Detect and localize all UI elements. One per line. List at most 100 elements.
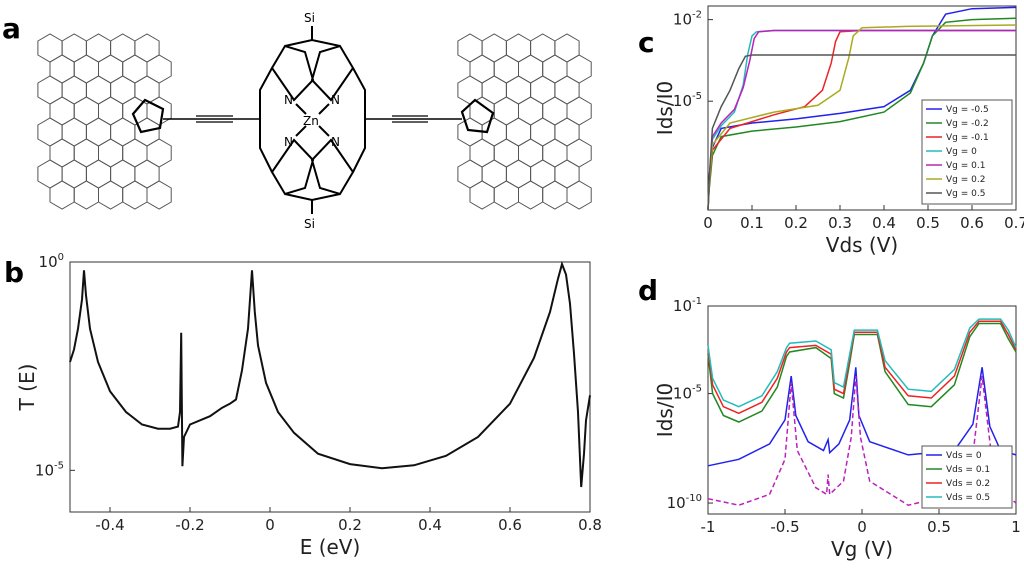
graphene-hexagon-14 (554, 75, 580, 105)
graphene-hexagon-32 (85, 159, 112, 189)
x-tick-label: 0.8 (578, 516, 602, 534)
atom-n-4: N (331, 135, 340, 149)
graphene-hexagon-19 (566, 96, 592, 126)
graphene-hexagon-4 (134, 33, 160, 63)
molecule-diagram: Si Si N N N N Zn (37, 11, 592, 231)
graphene-hexagon-24 (134, 117, 160, 147)
atom-n-1: N (284, 93, 293, 107)
chart-panel-d: -1 -0.5 0 0.5 1 10-1 10-5 10-10 Vg (V) Ids/I0 Vds … (653, 296, 1021, 561)
graphene-hexagon-17 (98, 96, 124, 126)
graphene-hexagon-16 (493, 96, 519, 126)
graphene-hexagon-36 (73, 180, 99, 210)
chart-panel-c: 0 0.1 0.2 0.3 0.4 0.5 0.6 0.7 10-2 10-5 Vds (V) Ids… (653, 5, 1024, 257)
x-tick-label: -0.5 (770, 518, 799, 536)
graphene-hexagon-11 (61, 75, 87, 105)
graphene-hexagon-3 (110, 33, 136, 63)
graphene-hexagon-30 (457, 159, 483, 189)
graphene-hexagon-16 (73, 96, 99, 126)
x-tick-label: 1 (1011, 518, 1021, 536)
graphene-hexagon-13 (530, 75, 556, 105)
graphene-hexagon-12 (505, 75, 532, 105)
graphene-hexagon-21 (61, 117, 87, 147)
panel-label-a: a (2, 12, 21, 45)
graphene-hexagon-29 (146, 138, 172, 168)
graphene-hexagon-4 (554, 33, 580, 63)
graphene-hexagon-39 (566, 180, 592, 210)
plot-frame-b (69, 261, 591, 513)
graphene-hexagon-29 (566, 138, 592, 168)
graphene-hexagon-12 (85, 75, 112, 105)
graphene-hexagon-26 (493, 138, 519, 168)
graphene-hexagon-18 (542, 96, 568, 126)
x-tick-label: 0.3 (828, 214, 852, 232)
y-tick-label: 10-5 (673, 91, 702, 110)
graphene-hexagon-28 (122, 138, 148, 168)
graphene-hexagon-27 (518, 138, 544, 168)
y-axis-label: Ids/I0 (653, 383, 677, 437)
series-line-2 (707, 320, 1017, 415)
x-tick-label: 0 (265, 516, 275, 534)
graphene-hexagon-0 (457, 33, 483, 63)
panel-label-d: d (638, 274, 658, 307)
series-line-1 (707, 17, 1017, 211)
graphene-hexagon-30 (37, 159, 63, 189)
legend-entry: Vds = 0.1 (946, 465, 990, 475)
series-line-1 (707, 322, 1017, 423)
graphene-hexagon-25 (469, 138, 495, 168)
graphene-hexagon-38 (122, 180, 148, 210)
series-line-0 (707, 367, 1017, 467)
graphene-hexagon-0 (37, 33, 63, 63)
graphene-hexagon-38 (542, 180, 568, 210)
legend-box (921, 99, 1013, 205)
graphene-hexagon-1 (481, 33, 507, 63)
graphene-hexagon-2 (85, 33, 112, 63)
graphene-hexagon-5 (469, 54, 495, 84)
x-axis-label: Vds (V) (826, 233, 898, 257)
graphene-hexagon-15 (49, 96, 75, 126)
chart-panel-b: -0.4 -0.2 0 0.2 0.4 0.6 0.8 100 10-5 E (eV) T (E) (15, 252, 602, 559)
graphene-hexagon-22 (505, 117, 532, 147)
graphene-hexagon-10 (37, 75, 63, 105)
graphene-hexagon-25 (49, 138, 75, 168)
graphene-left-electrode (37, 33, 172, 210)
graphene-right-electrode (457, 33, 592, 210)
graphene-hexagon-8 (542, 54, 568, 84)
graphene-hexagon-9 (146, 54, 172, 84)
graphene-hexagon-1 (61, 33, 87, 63)
graphene-hexagon-11 (481, 75, 507, 105)
y-tick-label: 10-5 (673, 384, 702, 403)
atom-si-top: Si (304, 11, 315, 25)
plot-frame-c (707, 5, 1017, 211)
graphene-hexagon-35 (49, 180, 75, 210)
graphene-hexagon-5 (49, 54, 75, 84)
x-tick-label: 0.5 (916, 214, 940, 232)
graphene-hexagon-23 (530, 117, 556, 147)
series-line-5 (707, 24, 1017, 211)
x-tick-label: -1 (701, 518, 716, 536)
graphene-hexagon-37 (98, 180, 124, 210)
x-axis-label: E (eV) (300, 535, 361, 559)
atom-zn: Zn (303, 114, 319, 128)
graphene-hexagon-37 (518, 180, 544, 210)
legend-entry: Vds = 0 (946, 451, 982, 461)
legend-entry: Vg = 0 (946, 147, 977, 157)
graphene-hexagon-39 (146, 180, 172, 210)
x-tick-label: 0.5 (927, 518, 951, 536)
graphene-hexagon-34 (554, 159, 580, 189)
series-line-0 (69, 260, 591, 488)
graphene-hexagon-17 (518, 96, 544, 126)
panel-label-b: b (4, 256, 24, 289)
graphene-hexagon-33 (530, 159, 556, 189)
x-tick-label: 0.2 (338, 516, 362, 534)
cyclopentadienyl-ring-left (131, 98, 165, 134)
y-tick-label: 10-2 (673, 10, 702, 29)
graphene-hexagon-10 (457, 75, 483, 105)
graphene-hexagon-20 (37, 117, 63, 147)
legend-entry: Vg = -0.1 (946, 133, 989, 143)
panel-label-c: c (638, 26, 655, 59)
graphene-hexagon-35 (469, 180, 495, 210)
graphene-hexagon-32 (505, 159, 532, 189)
x-tick-label: -0.4 (95, 516, 124, 534)
legend-entry: Vds = 0.5 (946, 493, 990, 503)
graphene-hexagon-34 (134, 159, 160, 189)
